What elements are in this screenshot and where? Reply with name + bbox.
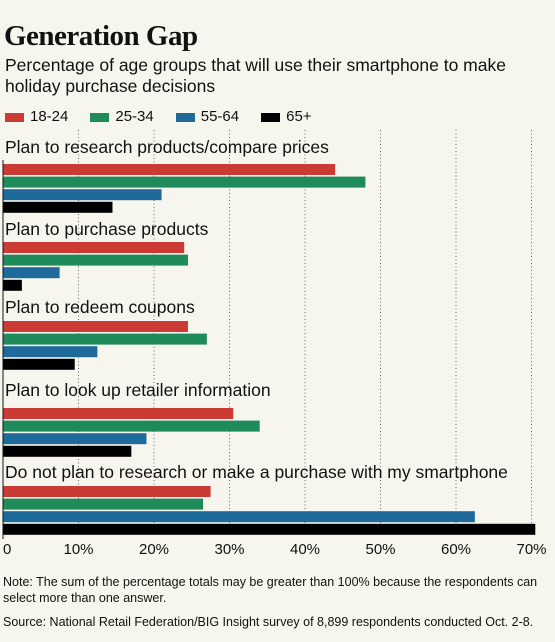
legend-swatch-65-plus [261, 112, 281, 122]
legend-item-18-24: 18-24 [5, 108, 68, 126]
bar-chart: Plan to research products/compare prices… [2, 130, 547, 558]
x-tick-label: 10% [63, 541, 93, 558]
chart-subtitle: Percentage of age groups that will use t… [5, 55, 506, 96]
x-tick-label: 50% [365, 541, 395, 558]
bar-65-plus [3, 445, 132, 457]
bar-25-34 [3, 420, 260, 432]
x-tick-label: 60% [441, 541, 471, 558]
group-label: Plan to purchase products [5, 219, 209, 239]
bar-25-34 [3, 333, 207, 345]
legend-label-25-34: 25-34 [115, 108, 154, 125]
bar-25-34 [3, 176, 366, 188]
bar-65-plus [3, 201, 113, 213]
legend-label-65-plus: 65+ [286, 108, 312, 125]
bar-25-34 [3, 498, 204, 510]
x-tick-label: 20% [139, 541, 169, 558]
source-line: Source: National Retail Federation/BIG I… [3, 615, 534, 629]
legend-item-25-34: 25-34 [90, 108, 154, 126]
bar-18-24 [3, 408, 234, 419]
bar-18-24 [3, 321, 188, 332]
legend-label-55-64: 55-64 [200, 108, 240, 125]
bar-65-plus [3, 358, 75, 370]
bar-65-plus [3, 523, 536, 535]
footnote: Note: The sum of the percentage totals m… [3, 575, 538, 605]
x-tick-label: 70% [516, 541, 546, 558]
bar-65-plus [3, 279, 22, 291]
legend-swatch-18-24 [5, 112, 24, 122]
bar-55-64 [3, 511, 475, 523]
x-tick-label: 40% [290, 541, 320, 558]
group-label: Plan to research products/compare prices [5, 137, 329, 157]
bar-55-64 [3, 189, 162, 201]
legend-swatch-55-64 [175, 112, 195, 122]
legend-label-18-24: 18-24 [30, 108, 69, 125]
x-tick-label: 0 [3, 541, 11, 558]
bar-18-24 [3, 242, 185, 253]
bar-18-24 [3, 486, 211, 497]
legend-item-65-plus: 65+ [261, 108, 312, 126]
group-label: Plan to look up retailer information [5, 380, 271, 400]
legend: 18-24 25-34 55-64 65+ [5, 108, 312, 126]
legend-item-55-64: 55-64 [175, 108, 240, 126]
bar-55-64 [3, 346, 98, 358]
bar-18-24 [3, 164, 336, 175]
group-label: Plan to redeem coupons [5, 297, 195, 317]
group-label: Do not plan to research or make a purcha… [5, 462, 508, 482]
bar-25-34 [3, 254, 188, 266]
legend-swatch-25-34 [90, 112, 110, 122]
bar-55-64 [3, 433, 147, 445]
bar-55-64 [3, 267, 60, 279]
chart-title: Generation Gap [4, 20, 198, 52]
x-tick-label: 30% [214, 541, 244, 558]
